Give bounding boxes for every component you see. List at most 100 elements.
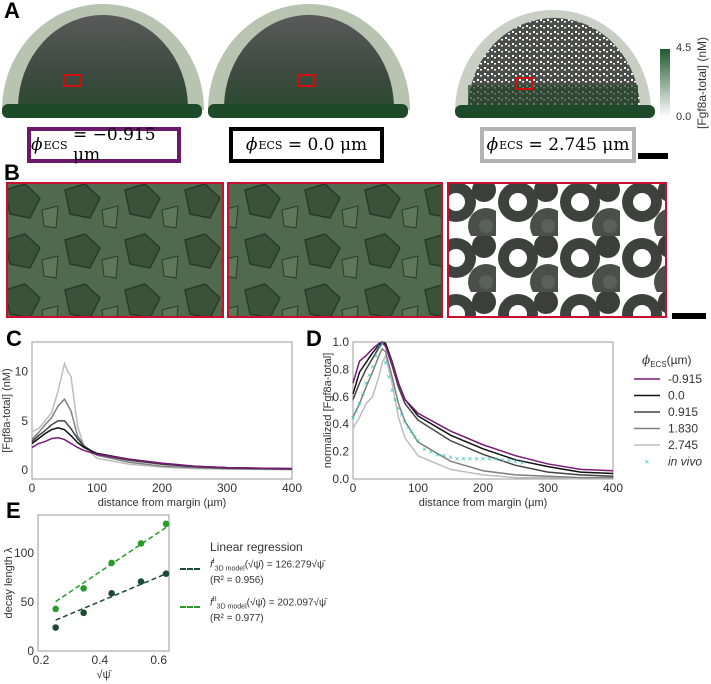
x-tick-label: 400 [603, 481, 623, 495]
invivo-marker: × [370, 363, 375, 372]
invivo-marker: × [455, 454, 460, 463]
line-series--0.915 [352, 341, 614, 472]
y-tick-label: 0.0 [332, 472, 349, 486]
invivo-marker: × [507, 456, 512, 465]
zoom-image-1 [6, 182, 224, 318]
invivo-marker: × [357, 400, 362, 409]
data-point-II [137, 540, 145, 547]
phi-value: = −0.915 μm [72, 125, 156, 165]
x-axis-label: √ψ̄ [97, 669, 113, 681]
line-series-2.745 [31, 361, 293, 471]
phi-sub: ECS [499, 138, 524, 152]
invivo-marker: × [367, 371, 372, 380]
line-series-0.915 [352, 342, 614, 478]
panel-b-zooms [6, 182, 706, 319]
y-tick-label: 0 [27, 644, 34, 658]
x-axis-label: distance from margin (µm) [98, 497, 227, 509]
invivo-marker: × [461, 454, 466, 463]
invivo-marker: × [448, 453, 453, 462]
roi-box [297, 74, 315, 87]
x-tick-label: 100 [87, 481, 107, 495]
phi-value: = 2.745 μm [528, 135, 630, 155]
legend-r2: (R² = 0.977) [210, 613, 264, 624]
zoom-image-2 [227, 182, 443, 318]
legend-r2: (R² = 0.956) [210, 575, 264, 586]
invivo-marker: × [429, 448, 434, 457]
legend-label: 1.830 [668, 422, 698, 436]
legend-equation: fII3D model(√ψ̄) = 202.097√ψ̄ [210, 596, 327, 611]
y-tick-label: 1.0 [332, 335, 349, 349]
colorbar-min: 0.0 [676, 111, 692, 123]
roi-box [63, 74, 81, 87]
data-point-I [52, 624, 59, 631]
invivo-marker: × [474, 454, 479, 463]
invivo-marker: × [442, 452, 447, 461]
line-series-1.830 [352, 347, 613, 479]
x-tick-label: 0.6 [150, 653, 167, 667]
invivo-marker: × [383, 359, 388, 368]
invivo-marker: × [351, 413, 356, 422]
y-tick-label: 10 [15, 365, 29, 379]
x-tick-label: 200 [152, 481, 172, 495]
phi-value: = 0.0 μm [287, 135, 368, 155]
invivo-marker: × [364, 379, 369, 388]
phi-sub: ECS [258, 138, 283, 152]
y-tick-label: 0.4 [332, 417, 349, 431]
phi-symbol: ϕ [31, 135, 43, 155]
legend-label: in vivo [668, 455, 702, 469]
data-point-I [80, 609, 87, 617]
invivo-marker: × [412, 433, 417, 442]
panel-label-d: D [306, 326, 322, 351]
data-point-II [52, 605, 59, 613]
x-tick-label: 0 [29, 481, 36, 495]
legend-swatch [180, 606, 200, 608]
embryo-render-3 [455, 10, 655, 118]
invivo-marker: × [416, 437, 421, 446]
panel-label-a: A [4, 0, 20, 23]
panel-label-c: C [6, 326, 22, 351]
y-tick-label: 0.6 [332, 390, 349, 404]
y-tick-label: 0 [21, 463, 28, 477]
legend-label: 2.745 [668, 438, 698, 452]
phi-symbol: ϕ [245, 135, 258, 155]
panel-a-renders [2, 3, 670, 159]
line-series-0.915 [31, 420, 293, 470]
x-tick-label: 300 [538, 481, 558, 495]
invivo-marker: × [494, 454, 499, 463]
invivo-marker: × [468, 454, 473, 463]
y-tick-label: 100 [14, 546, 34, 560]
invivo-marker: × [380, 339, 385, 348]
y-tick-label: 0.2 [332, 445, 349, 459]
x-tick-label: 300 [217, 481, 237, 495]
colorbar [660, 49, 670, 117]
data-point-II [162, 520, 170, 528]
invivo-marker: × [409, 427, 414, 436]
invivo-marker: × [386, 372, 391, 381]
x-tick-label: 0.2 [33, 653, 50, 667]
embryo-render-2 [208, 3, 410, 118]
data-point-I [162, 570, 170, 578]
legend-d: ϕECS(µm) -0.915 0.0 0.915 1.830 2.745 × in vivo [634, 353, 702, 469]
legend-label: 0.0 [668, 389, 685, 403]
invivo-marker: × [406, 423, 411, 432]
invivo-marker: × [422, 445, 427, 454]
legend-swatch [180, 568, 200, 570]
invivo-marker: × [373, 352, 378, 361]
y-axis-label: decay length λ [3, 547, 15, 618]
zoom-image-3 [447, 182, 667, 318]
legend-label: -0.915 [668, 372, 702, 386]
panel-label-b: B [4, 160, 20, 185]
invivo-marker: × [513, 457, 518, 466]
x-tick-label: 400 [282, 481, 302, 495]
embryo-render-1 [2, 3, 204, 118]
x-tick-label: 100 [408, 481, 428, 495]
panel-label-e: E [6, 498, 21, 523]
line-series-1.830 [31, 397, 293, 470]
legend-marker: × [645, 458, 650, 467]
scale-bar [638, 153, 668, 159]
legend-equation: fI3D model(√ψ̄) = 126.279√ψ̄ [210, 558, 325, 573]
x-tick-label: 200 [473, 481, 493, 495]
y-tick-label: 0.8 [332, 362, 349, 376]
invivo-marker: × [481, 454, 486, 463]
